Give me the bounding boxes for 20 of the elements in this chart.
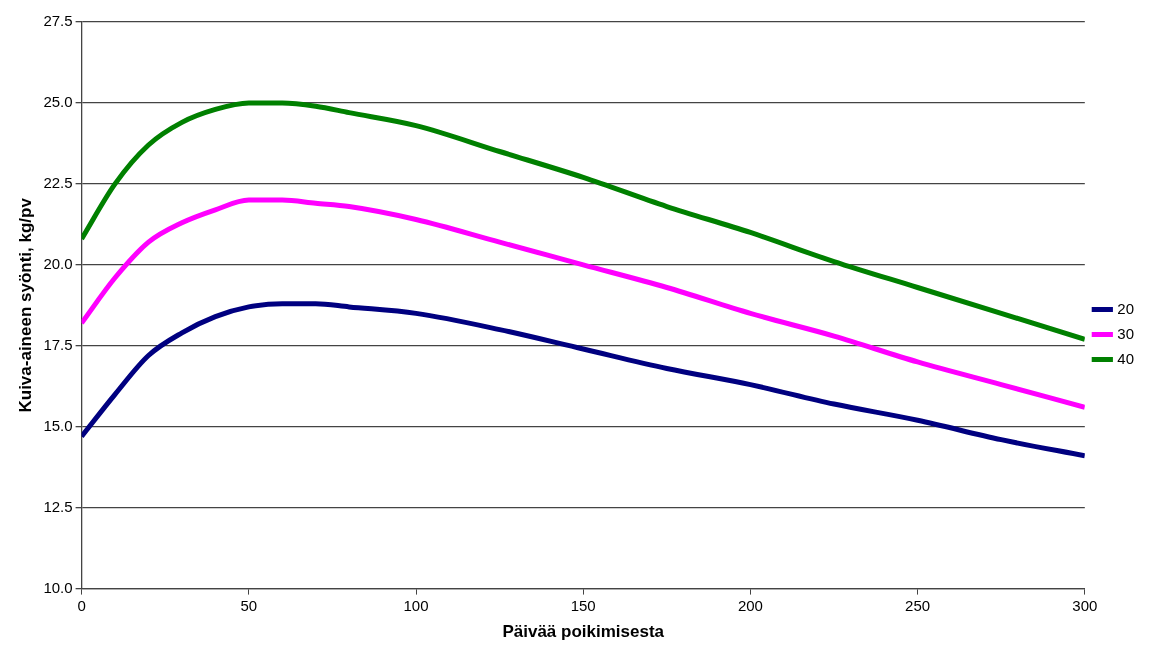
x-tick-label: 150 xyxy=(570,596,596,614)
y-tick-label: 20.0 xyxy=(43,254,73,272)
y-tick-label: 12.5 xyxy=(43,497,73,515)
y-tick-label: 22.5 xyxy=(43,174,73,192)
x-tick-label: 200 xyxy=(737,596,763,614)
x-tick-label: 50 xyxy=(240,596,258,614)
x-tick-label: 300 xyxy=(1072,596,1098,614)
y-tick-label: 17.5 xyxy=(43,335,73,353)
y-tick-label: 27.5 xyxy=(43,12,73,30)
y-tick-label: 10.0 xyxy=(43,578,73,596)
x-tick-label: 250 xyxy=(905,596,931,614)
y-axis-title: Kuiva-aineen syönti, kg/pv xyxy=(15,197,35,413)
x-tick-label: 100 xyxy=(403,596,429,614)
x-axis-title: Päivää poikimisesta xyxy=(502,622,665,642)
y-tick-label: 25.0 xyxy=(43,93,73,111)
y-tick-label: 15.0 xyxy=(43,416,73,434)
legend-label: 20 xyxy=(1117,299,1134,317)
x-tick-label: 0 xyxy=(77,596,86,614)
legend-label: 40 xyxy=(1117,349,1134,367)
legend-label: 30 xyxy=(1117,324,1134,342)
